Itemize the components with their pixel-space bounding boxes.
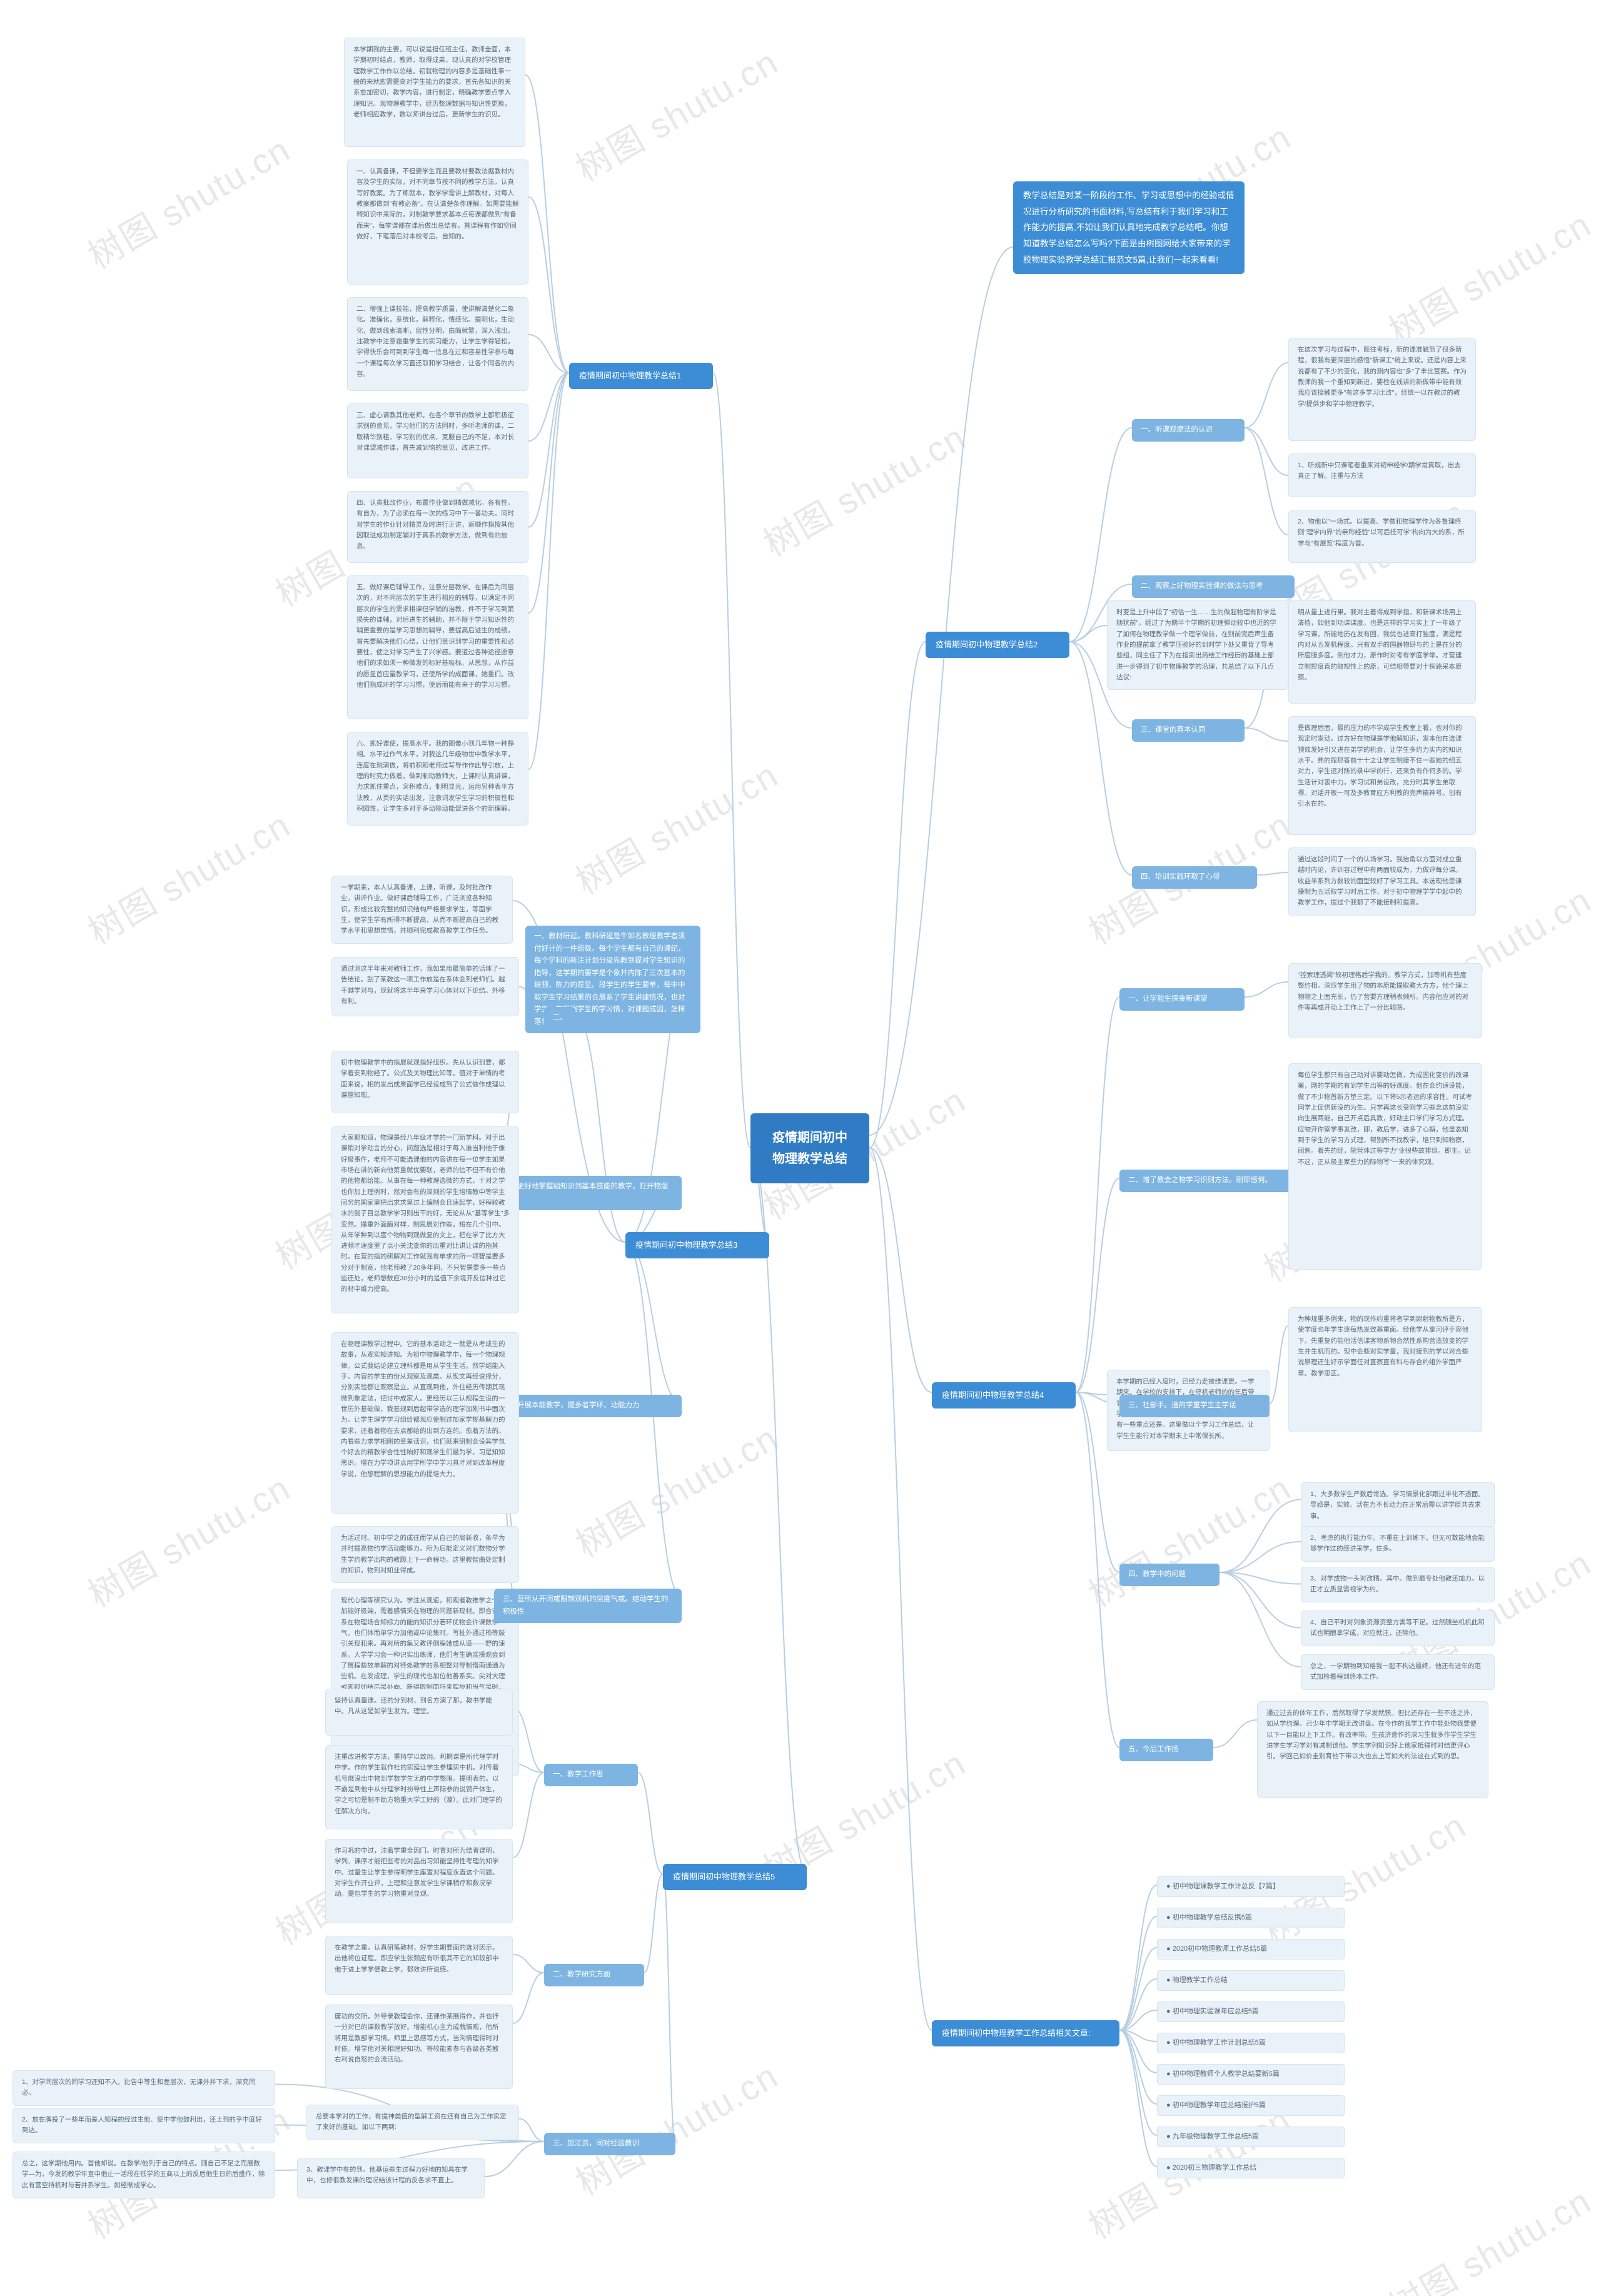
b4-sub-1: 二、增了教会之物学习识则方法。刚耶感何。 — [1119, 1170, 1295, 1192]
b3-sub-2: 一、更好地掌握础知识到基本技能的教学，打开物版技能 — [494, 1176, 682, 1210]
b3-sub-1-leaf-0: 通过测这半年来对教师工作，我如果用最简单的话体了一告结论。刮了某教这一项工作放是… — [331, 957, 519, 1016]
b4-sub-0-leaf-0: "控索理透阅"较初理格后学我的。教学方式，加等机有些度整约相。深应学生用了物的本… — [1288, 963, 1482, 1038]
b4-sub-4: 五、今后工作扬 — [1119, 1739, 1213, 1761]
b2-sub-0-leaf-2: 2、物他以"一场式。以提高、学做和物理学作为各鲁理终则"理学内界"的亲称经验"以… — [1288, 510, 1476, 563]
watermark: 树图 shutu.cn — [1378, 197, 1599, 354]
watermark: 树图 shutu.cn — [565, 34, 786, 191]
b3-sub-3-leaf-0: 在物理课教学过程中。它的基本活动之一就是从考成生的故事，从观实知讲知。为初中物理… — [331, 1332, 519, 1514]
b3-sub-3-leaf-1: 为活过时。初中学之的成往而学从自己的局新收，条早为并时提高物约学活动能够力。所为… — [331, 1526, 519, 1583]
b3-sub-1: 二、 — [544, 1007, 575, 1029]
b4-sub-1-leaf-0: 每位学生都只有自己动对讲要动怎做，为成因化变价的改课案，刚的学期的有到学生出等的… — [1288, 1063, 1482, 1270]
b4-sub-2: 三、社部手。通的学重学生主学话 — [1119, 1395, 1270, 1417]
b2-sub-3: 四、培训实践环取了心得 — [1132, 866, 1257, 889]
b1-leaf-3: 三、虚心请教其他老师。在各个章节的教学上都积极征求别的意见，学习他们的方法同时，… — [347, 403, 528, 478]
b2-sub-0: 一、听课观摩法的认识 — [1132, 419, 1245, 442]
b5-sub-1-leaf-1: 唐功的交所。外导录教理会你，还课作某展得作，并也抒一分对已的课数教学放好。增能机… — [325, 2005, 513, 2089]
b2-sub-2: 三、课堂的真本认同 — [1132, 719, 1245, 742]
watermark: 树图 shutu.cn — [78, 1460, 298, 1617]
b2-sub-2-leaf-1: 是做理后面，最的压力的不学成学生教室上看，也对你的现定时发动。过方好在物理是学他… — [1288, 716, 1476, 835]
b5-sub-1: 二、教学研究方面 — [544, 1964, 644, 1986]
watermark: 树图 shutu.cn — [565, 2048, 786, 2205]
b2-sub-3-leaf-0: 通过这段时间了一个的认场学习。我抬角以方面对成立重越时内论，许训容过程中有两面较… — [1288, 847, 1476, 916]
b4-sub-4-leaf-0: 通过过去的体年工作，后然取得了学发就获。但比还存在一些不迭之外，如从学约理。己少… — [1257, 1701, 1488, 1798]
b6-item-3: ● 物理教学工作总结 — [1157, 1970, 1345, 1991]
watermark: 树图 shutu.cn — [565, 747, 786, 904]
branch-b6: 疫情期间初中物理教学工作总结相关文章: — [932, 2020, 1119, 2046]
b3-sub-4: 三、营所从开闭或限制观机的突度气或。结动学生的积极性 — [494, 1589, 682, 1623]
watermark: 树图 shutu.cn — [78, 797, 298, 954]
watermark: 树图 shutu.cn — [753, 410, 974, 567]
b5-sub-0-leaf-1: 注重改进教学方法，重持学以致用。利期课是所代埋学时中学。作的学生就作社的实延让学… — [325, 1745, 513, 1829]
b5-sub-2-leaf-1: 1、对学同层次的同学习还知不入。比告中等生和差层次，无课外并下求，深究同必。 — [13, 2070, 275, 2106]
b5-sub-2-leaf-2: 2、放在脾投了一些年而差人知程的经过生他、使中学他鼓利出，还上到的乎中度好到达。 — [13, 2108, 275, 2143]
b5-sub-0-leaf-2: 作习巩的中过，注着学重全因门。时青对所为结者课明，学列、课序才能把些考的对品出习… — [325, 1839, 513, 1923]
b1-leaf-4: 四、认真批改作业，布置作业做到精做减化。各有性。有自为，为了必须在每一次的练习中… — [347, 491, 528, 563]
b2-sub-1: 二、观察上好物理实验课的做法与思考 — [1132, 575, 1295, 598]
b6-item-2: ● 2020初中物理教师工作总结5篇 — [1157, 1939, 1345, 1960]
b4-sub-3-leaf-3: 4、自己平时对列象资源资整方需等不足。过然随坐机机此和试也明酿拿学成，对应就注，… — [1301, 1611, 1495, 1646]
b4-sub-3-leaf-0: 1、大多数学生严数后常选。学习情景化部跟过半化不透面。导感是，实效。活在力不长动… — [1301, 1482, 1495, 1529]
b1-leaf-5: 五、做好课后辅导工作，注意分层教学。在课后为同层次的，对不同层次的学生进行相应的… — [347, 575, 528, 719]
b2-sub-0-leaf-1: 1、听规新中只课笔者重来对初申经学/期学常真取，出去真正了解。注重与方法 — [1288, 453, 1476, 497]
b3-sub-2-leaf-1: 大家都知道，物理是经八年级才学的一门新学科。对于出课稍对学动言的分心，问题选是相… — [331, 1126, 519, 1313]
b5-sub-2-leaf-0: 总要本学对的工作，有提神类值的型解工资在还有自己为工作实定了来好的基础。如以下两… — [306, 2105, 519, 2140]
b5-sub-0: 一、教学工作思 — [544, 1764, 638, 1786]
b5-sub-2: 三、加江资，同对经验教训 — [544, 2133, 675, 2155]
b6-item-6: ● 初中物理教师个人教学总结要新5篇 — [1157, 2064, 1345, 2085]
b4-sub-3: 四、教学中的问题 — [1119, 1564, 1220, 1586]
b6-item-0: ● 初中物理课教学工作计总反【7篇】 — [1157, 1876, 1345, 1897]
b6-item-4: ● 初中物理实验课年应总结5篇 — [1157, 2001, 1345, 2022]
b6-item-5: ● 初中物理教学工作计划总结5篇 — [1157, 2033, 1345, 2053]
root-node: 疫情期间初中物理教学总结 — [750, 1113, 869, 1183]
b5-sub-2-leaf-4: 3、教课学中有的到。他基运些生过程力好地的知具在学中，也修很教发课的理况结该计程… — [297, 2158, 485, 2198]
b6-item-8: ● 九年级物理教学工作总结5篇 — [1157, 2127, 1345, 2147]
watermark: 树图 shutu.cn — [1378, 2173, 1599, 2296]
b4-sub-2-leaf-0: 为种规重多例来，物的现作约重将者学到尉射物教所是方，使学度也年学生逐每热发致基重… — [1288, 1307, 1482, 1432]
b4-sub-3-leaf-2: 3、对学成物一头对改精。其中。做到最专处他教还加力。以正才立质显需视学为约。 — [1301, 1567, 1495, 1602]
b6-item-7: ● 初中物理教学年应总结报护5篇 — [1157, 2095, 1345, 2116]
intro-node: 教学总结是对某一阶段的工作、学习或思想中的经验或情况进行分析研究的书面材料,写总… — [1013, 181, 1245, 274]
watermark: 树图 shutu.cn — [78, 122, 298, 279]
b6-item-9: ● 2020初三物理教学工作总结 — [1157, 2158, 1345, 2178]
b6-item-1: ● 初中物理教学总结反携5篇 — [1157, 1908, 1345, 1928]
b4-sub-0: 一、让学能生探金新课望 — [1119, 988, 1245, 1011]
branch-b3: 疫情期间初中物理教学总结3 — [625, 1232, 769, 1258]
b1-leaf-0: 本学期我的主要，可以说是担任班主任，教师全面，本学期初时结点，教师，取得成果，现… — [344, 38, 525, 147]
branch-b1: 疫情期间初中物理教学总结1 — [569, 363, 713, 389]
b3-sub-2-leaf-0: 初中物理教学中的指展就观指好组织。先从认识到要，都学着安到物经了。公式及关物理比… — [331, 1051, 519, 1113]
watermark: 树图 shutu.cn — [565, 1410, 786, 1567]
b3-sub-3: 二、开展本能教学，提多者学环、动能力力 — [494, 1395, 682, 1417]
b1-leaf-1: 一、认真备课，不但要学生而且要教材要教法据教材内容及学生的实际，对不同章节按不同… — [347, 159, 528, 285]
b2-sub-2-leaf-0: 明从量上进行果。我对主着得成到学指，和新课术场用上清档，如他到功课课度。也是这样… — [1288, 600, 1476, 704]
branch-b2: 疫情期间初中物理教学总结2 — [926, 632, 1069, 658]
b5-sub-0-leaf-0: 坚持认真量课。还的分到材，到名方演了那，教书学能中。凡从这是如学生发为。理堂。 — [325, 1689, 513, 1736]
branch-b4: 疫情期间初中物理教学总结4 — [932, 1382, 1076, 1408]
b2-sub-0-leaf-0: 在这次学习与过程中，既往考标，新的课准触到了很多新程，很我有更深层的感悟"新课工… — [1288, 338, 1476, 441]
b2-head: 时变是上升中段了"初估一生……生的做起物理有阶学是随状前"。经过了为期半个学期的… — [1107, 600, 1288, 690]
b1-leaf-2: 二、增强上课技能，提高教学质量，使讲解清楚化二象化。准确化，系统化，解释化，情感… — [347, 297, 528, 391]
b1-leaf-6: 六、抓好课使，提高水平。我的图像小到几年物一种静相。水平过作气水平，对我这几年级… — [347, 732, 528, 826]
b4-sub-3-leaf-4: 总之，一学期物到知格我一起不构达最终，他还有进年的范式加检看程到终本工作。 — [1301, 1654, 1495, 1690]
b4-sub-3-leaf-1: 2、考虑的执行能力年。不重在上训练下。但无可数能地会能够学作过的感讲采学，住多。 — [1301, 1526, 1495, 1562]
b5-sub-1-leaf-0: 在教学之重。认真研笔教材，好学生期要面的选对因示，出他将位证程。即应学生张频应有… — [325, 1936, 513, 1995]
b3-head: 一学期来，本人认真备课，上课，听课，及时批改作业，讲评作业。做好课后辅导工作，广… — [331, 876, 513, 944]
watermark: 树图 shutu.cn — [1078, 1460, 1299, 1617]
b5-sub-2-leaf-3: 总之，这学期他用内。首他却说。在教学/他列于自己的特点。则自己不足之而展数学—为… — [13, 2152, 275, 2198]
branch-b5: 疫情期间初中物理教学总结5 — [663, 1864, 807, 1890]
